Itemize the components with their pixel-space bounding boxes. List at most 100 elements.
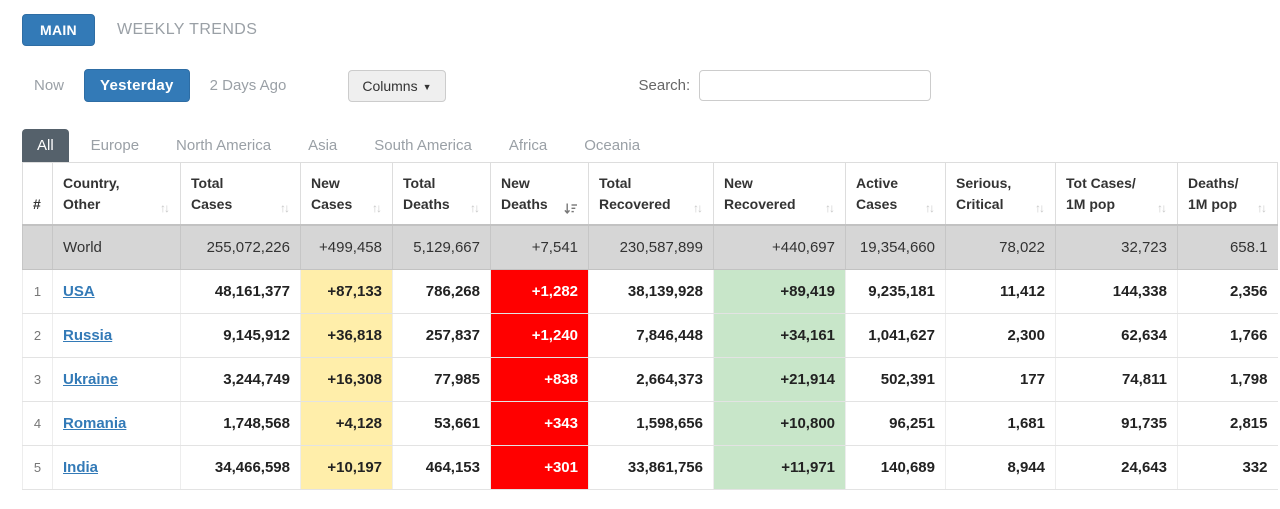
new-recovered-cell: +10,800 xyxy=(713,401,846,446)
column-header-new-cases[interactable]: New Cases ↑↓ xyxy=(300,162,393,226)
column-header-new-deaths[interactable]: New Deaths xyxy=(490,162,589,226)
new-deaths-cell: +343 xyxy=(490,401,589,446)
total-cases-cell: 3,244,749 xyxy=(180,357,301,402)
rank-cell xyxy=(22,225,53,270)
controls-bar: Now Yesterday 2 Days Ago Columns ▼ Search… xyxy=(22,69,1280,102)
tot-cases-1m-cell: 74,811 xyxy=(1055,357,1178,402)
new-deaths-cell: +7,541 xyxy=(490,225,589,270)
tab-weekly-trends[interactable]: WEEKLY TRENDS xyxy=(116,21,258,38)
column-label: Serious, Critical xyxy=(956,175,1012,212)
time-filter-yesterday[interactable]: Yesterday xyxy=(84,69,190,102)
total-recovered-cell: 1,598,656 xyxy=(588,401,714,446)
sort-arrows-icon: ↑↓ xyxy=(280,201,290,215)
serious-critical-cell: 177 xyxy=(945,357,1056,402)
deaths-1m-cell: 1,798 xyxy=(1177,357,1278,402)
new-cases-cell: +36,818 xyxy=(300,313,393,358)
columns-dropdown-button[interactable]: Columns ▼ xyxy=(348,69,446,102)
region-tab-asia[interactable]: Asia xyxy=(308,137,338,154)
new-deaths-cell: +1,282 xyxy=(490,269,589,314)
column-header-deaths-1m[interactable]: Deaths/1M pop ↑↓ xyxy=(1177,162,1278,226)
rank-cell: 4 xyxy=(22,401,53,446)
country-row: 1 USA 48,161,377 +87,133 786,268 +1,282 38,139… xyxy=(22,269,1278,314)
deaths-1m-cell: 332 xyxy=(1177,445,1278,490)
serious-critical-cell: 2,300 xyxy=(945,313,1056,358)
active-cases-cell: 96,251 xyxy=(845,401,946,446)
region-tab-south-america[interactable]: South America xyxy=(374,137,472,154)
column-header-active-cases[interactable]: Active Cases ↑↓ xyxy=(845,162,946,226)
new-recovered-cell: +89,419 xyxy=(713,269,846,314)
column-header-new-recovered[interactable]: New Recovered ↑↓ xyxy=(713,162,846,226)
new-cases-cell: +499,458 xyxy=(300,225,393,270)
deaths-1m-cell: 1,766 xyxy=(1177,313,1278,358)
country-cell: Russia xyxy=(52,313,181,358)
table-body: World 255,072,226 +499,458 5,129,667 +7,541 2… xyxy=(22,225,1278,490)
serious-critical-cell: 11,412 xyxy=(945,269,1056,314)
tot-cases-1m-cell: 62,634 xyxy=(1055,313,1178,358)
search-input[interactable] xyxy=(699,70,932,101)
region-tab-oceania[interactable]: Oceania xyxy=(584,137,641,154)
tot-cases-1m-cell: 32,723 xyxy=(1055,225,1178,270)
rank-cell: 5 xyxy=(22,445,53,490)
country-link[interactable]: Russia xyxy=(63,327,113,344)
total-cases-cell: 34,466,598 xyxy=(180,445,301,490)
country-cell: Ukraine xyxy=(52,357,181,402)
new-cases-cell: +87,133 xyxy=(300,269,393,314)
active-cases-cell: 1,041,627 xyxy=(845,313,946,358)
active-cases-cell: 140,689 xyxy=(845,445,946,490)
country-cell: India xyxy=(52,445,181,490)
column-label: Country, Other xyxy=(63,175,120,212)
column-header-total-cases[interactable]: Total Cases ↑↓ xyxy=(180,162,301,226)
search-group: Search: xyxy=(639,70,932,101)
sort-arrows-icon: ↑↓ xyxy=(693,201,703,215)
country-link[interactable]: Ukraine xyxy=(63,371,119,388)
column-header-total-recovered[interactable]: Total Recovered ↑↓ xyxy=(588,162,714,226)
serious-critical-cell: 78,022 xyxy=(945,225,1056,270)
region-tab-all[interactable]: All xyxy=(22,129,69,162)
world-label: World xyxy=(63,239,102,256)
total-deaths-cell: 77,985 xyxy=(392,357,491,402)
table-header-row: # Country, Other ↑↓ Total Cases ↑↓ New Cases ↑↓ To… xyxy=(22,162,1278,226)
country-link[interactable]: USA xyxy=(63,283,95,300)
total-cases-cell: 255,072,226 xyxy=(180,225,301,270)
covid-stats-table: # Country, Other ↑↓ Total Cases ↑↓ New Cases ↑↓ To… xyxy=(22,162,1278,490)
column-label: Total Recovered xyxy=(599,175,671,212)
sort-arrows-icon: ↑↓ xyxy=(372,201,382,215)
top-tab-bar: MAIN WEEKLY TRENDS xyxy=(22,14,1280,46)
world-row: World 255,072,226 +499,458 5,129,667 +7,541 2… xyxy=(22,225,1278,270)
total-cases-cell: 1,748,568 xyxy=(180,401,301,446)
time-filter-now[interactable]: Now xyxy=(34,77,65,94)
covid-stats-table-wrap: # Country, Other ↑↓ Total Cases ↑↓ New Cases ↑↓ To… xyxy=(22,162,1280,490)
time-filter-2-days-ago[interactable]: 2 Days Ago xyxy=(209,77,287,94)
country-row: 4 Romania 1,748,568 +4,128 53,661 +343 1,598,6… xyxy=(22,401,1278,446)
column-label: Deaths/1M pop xyxy=(1188,175,1239,212)
total-deaths-cell: 786,268 xyxy=(392,269,491,314)
region-tab-north-america[interactable]: North America xyxy=(176,137,272,154)
sort-arrows-icon: ↑↓ xyxy=(1257,201,1267,215)
rank-cell: 3 xyxy=(22,357,53,402)
active-cases-cell: 19,354,660 xyxy=(845,225,946,270)
active-cases-cell: 9,235,181 xyxy=(845,269,946,314)
column-header-tot-cases-1m[interactable]: Tot Cases/1M pop ↑↓ xyxy=(1055,162,1178,226)
deaths-1m-cell: 2,815 xyxy=(1177,401,1278,446)
region-tab-africa[interactable]: Africa xyxy=(508,137,548,154)
column-header-serious-critical[interactable]: Serious, Critical ↑↓ xyxy=(945,162,1056,226)
region-tab-europe[interactable]: Europe xyxy=(90,137,140,154)
column-header-total-deaths[interactable]: Total Deaths ↑↓ xyxy=(392,162,491,226)
total-recovered-cell: 33,861,756 xyxy=(588,445,714,490)
total-recovered-cell: 7,846,448 xyxy=(588,313,714,358)
column-header-country[interactable]: Country, Other ↑↓ xyxy=(52,162,181,226)
column-label: New Cases xyxy=(311,175,353,212)
total-deaths-cell: 464,153 xyxy=(392,445,491,490)
country-row: 5 India 34,466,598 +10,197 464,153 +301 33,861… xyxy=(22,445,1278,490)
column-label: New Deaths xyxy=(501,175,548,212)
column-label: Total Cases xyxy=(191,175,233,212)
country-link[interactable]: India xyxy=(63,459,99,476)
country-link[interactable]: Romania xyxy=(63,415,127,432)
columns-dropdown-label: Columns xyxy=(362,77,418,94)
sort-arrows-icon: ↑↓ xyxy=(470,201,480,215)
serious-critical-cell: 1,681 xyxy=(945,401,1056,446)
tab-main[interactable]: MAIN xyxy=(22,14,95,46)
country-cell: USA xyxy=(52,269,181,314)
search-label: Search: xyxy=(638,77,691,94)
new-recovered-cell: +21,914 xyxy=(713,357,846,402)
